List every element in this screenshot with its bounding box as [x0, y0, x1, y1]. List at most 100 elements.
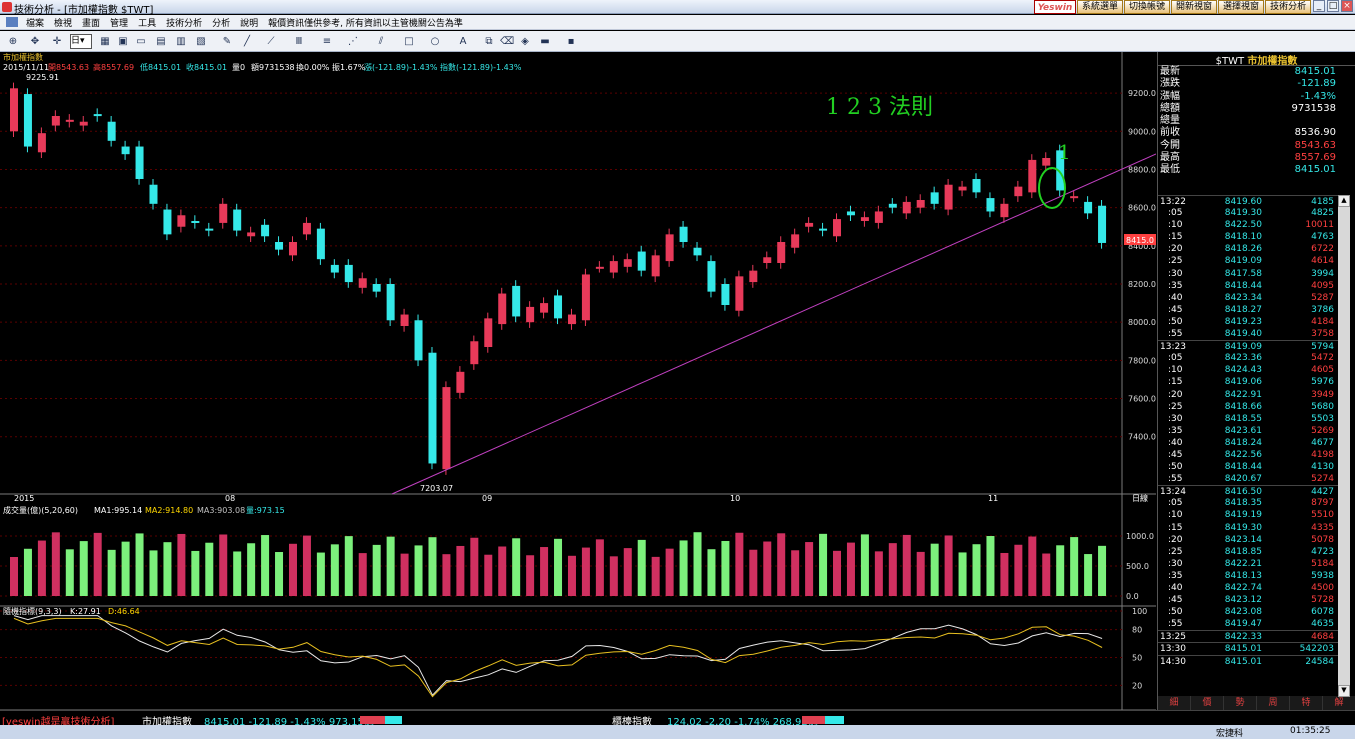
ray-icon[interactable]: ⟋: [267, 36, 275, 47]
line-tool-icon[interactable]: ╱: [243, 36, 251, 47]
tick-row[interactable]: :35 8418.44 4095: [1158, 280, 1338, 292]
tick-row[interactable]: :15 8419.06 5976: [1158, 376, 1338, 388]
tick-row[interactable]: :50 8418.44 4130: [1158, 461, 1338, 473]
tick-row[interactable]: :05 8423.36 5472: [1158, 352, 1338, 364]
menu-tools[interactable]: 工具: [138, 18, 157, 29]
tick-row[interactable]: 13:22 8419.60 4185: [1158, 195, 1338, 207]
minimize-icon[interactable]: _: [1313, 0, 1325, 12]
tick-row[interactable]: :30 8417.58 3994: [1158, 268, 1338, 280]
color-icon[interactable]: ▬: [540, 36, 550, 47]
new-window-button[interactable]: 開新視窗: [1171, 0, 1218, 14]
menu-view[interactable]: 檢視: [54, 18, 73, 29]
volume-ma3: MA3:903.08: [197, 506, 245, 515]
panel-tab[interactable]: 周: [1257, 696, 1290, 710]
tick-row[interactable]: 13:23 8419.09 5794: [1158, 340, 1338, 352]
scroll-down-icon[interactable]: ▼: [1338, 685, 1350, 697]
panel-tab[interactable]: 解: [1323, 696, 1355, 710]
tick-row[interactable]: :10 8422.50 10011: [1158, 219, 1338, 231]
vlines-icon[interactable]: Ⅲ: [295, 36, 303, 47]
tick-row[interactable]: 14:30 8415.01 24584: [1158, 654, 1338, 667]
split-icon[interactable]: ▥: [176, 36, 186, 47]
tick-row[interactable]: :35 8423.61 5269: [1158, 425, 1338, 437]
tick-row[interactable]: :30 8418.55 5503: [1158, 413, 1338, 425]
eraser-icon[interactable]: ⌫: [500, 36, 515, 47]
excel-icon[interactable]: ▣: [118, 36, 128, 47]
tick-row[interactable]: :35 8418.13 5938: [1158, 570, 1338, 582]
menu-screen[interactable]: 畫面: [82, 18, 101, 29]
tick-row[interactable]: :45 8418.27 3786: [1158, 304, 1338, 316]
tick-row[interactable]: :45 8423.12 5728: [1158, 594, 1338, 606]
tick-row[interactable]: :05 8419.30 4825: [1158, 207, 1338, 219]
hlines-icon[interactable]: ≡: [322, 36, 332, 47]
window-icon[interactable]: ▭: [136, 36, 146, 47]
index1-bar: [360, 716, 402, 724]
zoom-icon[interactable]: ⊕: [8, 36, 18, 47]
maximize-icon[interactable]: □: [1327, 0, 1339, 12]
tick-row[interactable]: :05 8418.35 8797: [1158, 497, 1338, 509]
tick-row[interactable]: :55 8420.67 5274: [1158, 473, 1338, 485]
date-label-11: 11: [988, 494, 998, 503]
info-index-change: 指數(-121.89)-1.43%: [440, 62, 522, 72]
menu-file[interactable]: 檔案: [26, 18, 45, 29]
grid-icon[interactable]: ▦: [100, 36, 110, 47]
draw-icon[interactable]: ✎: [222, 36, 232, 47]
tech-analysis-button[interactable]: 技術分析: [1265, 0, 1312, 14]
tick-list[interactable]: 13:22 8419.60 4185:05 8419.30 4825:10 8422.50…: [1158, 195, 1338, 667]
panel-tab[interactable]: 價: [1191, 696, 1224, 710]
tick-row[interactable]: :40 8418.24 4677: [1158, 437, 1338, 449]
menu-tech-analysis[interactable]: 技術分析: [166, 18, 203, 29]
panel-tab[interactable]: 特: [1290, 696, 1323, 710]
text-icon[interactable]: A: [459, 36, 467, 47]
switch-account-button[interactable]: 切換帳號: [1124, 0, 1171, 14]
tick-row[interactable]: :20 8423.14 5078: [1158, 534, 1338, 546]
menu-help[interactable]: 說明: [240, 18, 259, 29]
scroll-up-icon[interactable]: ▲: [1338, 195, 1350, 207]
circle-icon[interactable]: ○: [430, 36, 440, 47]
select-window-button[interactable]: 選擇視窗: [1218, 0, 1265, 14]
menu-analysis[interactable]: 分析: [212, 18, 231, 29]
tick-row[interactable]: :25 8418.66 5680: [1158, 401, 1338, 413]
tick-row[interactable]: 13:25 8422.33 4684: [1158, 630, 1338, 642]
panel-tab[interactable]: 細: [1158, 696, 1191, 710]
save-icon[interactable]: ▪: [567, 36, 575, 47]
tick-row[interactable]: :15 8418.10 4763: [1158, 231, 1338, 243]
rect-icon[interactable]: □: [404, 36, 414, 47]
copy-icon[interactable]: ⧉: [485, 36, 493, 47]
tick-row[interactable]: :10 8419.19 5510: [1158, 509, 1338, 521]
close-icon[interactable]: ×: [1341, 0, 1353, 12]
tick-row[interactable]: :50 8419.23 4184: [1158, 316, 1338, 328]
tick-row[interactable]: :15 8419.30 4335: [1158, 522, 1338, 534]
fill-icon[interactable]: ◈: [521, 36, 529, 47]
fib-icon[interactable]: ⋰: [348, 36, 358, 47]
tick-row[interactable]: :45 8422.56 4198: [1158, 449, 1338, 461]
tick-row[interactable]: 13:24 8416.50 4427: [1158, 485, 1338, 497]
tick-row[interactable]: 13:30 8415.01 542203: [1158, 642, 1338, 654]
layout-icon[interactable]: ▤: [156, 36, 166, 47]
tick-row[interactable]: :20 8422.91 3949: [1158, 389, 1338, 401]
panel-tab[interactable]: 勢: [1224, 696, 1257, 710]
tick-scrollbar[interactable]: ▲ ▼: [1338, 195, 1350, 697]
tick-row[interactable]: :55 8419.47 4635: [1158, 618, 1338, 630]
system-menu-button[interactable]: 系統選單: [1077, 0, 1124, 14]
volume-bar: [484, 554, 493, 596]
crosshair-icon[interactable]: ✛: [52, 36, 62, 47]
tick-row[interactable]: :30 8422.21 5184: [1158, 558, 1338, 570]
tick-row[interactable]: :50 8423.08 6078: [1158, 606, 1338, 618]
tick-row[interactable]: :55 8419.40 3758: [1158, 328, 1338, 340]
quote-header: $TWT 市加權指數: [1158, 52, 1355, 67]
tick-qty: 4427: [1311, 487, 1334, 498]
menu-manage[interactable]: 管理: [110, 18, 129, 29]
move-icon[interactable]: ✥: [30, 36, 40, 47]
tick-row[interactable]: :40 8422.74 4500: [1158, 582, 1338, 594]
tick-row[interactable]: :25 8419.09 4614: [1158, 255, 1338, 267]
chart-area[interactable]: 9200.0 9000.0 8800.0 8600.0 8400.0 8200.0 8000…: [0, 52, 1156, 710]
volume-bar: [456, 545, 465, 596]
tick-row[interactable]: :25 8418.85 4723: [1158, 546, 1338, 558]
date-label-08: 08: [225, 494, 235, 503]
tick-row[interactable]: :10 8424.43 4605: [1158, 364, 1338, 376]
period-select[interactable]: 日▾: [70, 34, 92, 49]
channel-icon[interactable]: ⫽: [378, 36, 384, 47]
panel-icon[interactable]: ▧: [196, 36, 206, 47]
tick-row[interactable]: :20 8418.26 6722: [1158, 243, 1338, 255]
tick-row[interactable]: :40 8423.34 5287: [1158, 292, 1338, 304]
